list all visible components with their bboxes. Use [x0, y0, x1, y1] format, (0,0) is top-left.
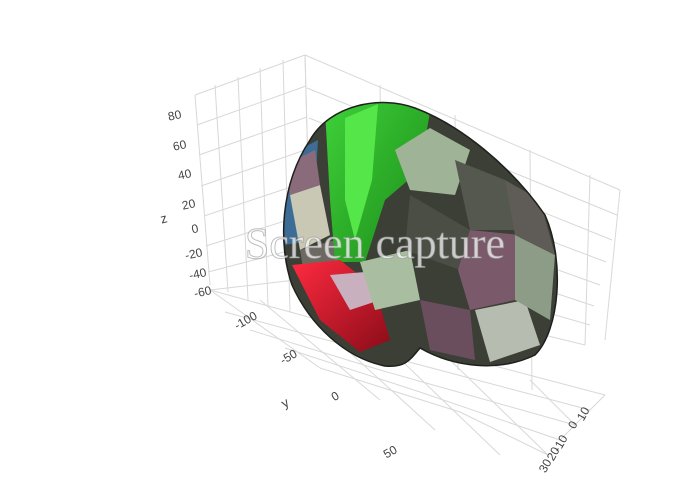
surface-dark-region-1 [455, 160, 515, 230]
y-tick-label: 0 [329, 388, 342, 404]
surface-mauve-region-2 [458, 230, 520, 310]
z-tick-label: 40 [177, 166, 193, 183]
z-tick-label: 80 [167, 107, 183, 124]
x-tick-label: 20 [544, 444, 563, 463]
surface-pale-region [290, 185, 330, 250]
surface-sage-region-1 [395, 128, 470, 195]
z-tick-label: 20 [181, 196, 197, 213]
z-tick-label: -40 [188, 265, 208, 282]
y-tick-label: -50 [277, 346, 299, 367]
surface-green-highlight [345, 104, 378, 240]
y-tick-label: -100 [232, 308, 260, 332]
z-tick-label: 60 [172, 137, 188, 154]
surface-mauve-region-3 [420, 300, 475, 360]
surface-sage-region-3 [515, 235, 555, 320]
cortical-surface[interactable] [270, 90, 580, 380]
z-tick-label: -20 [184, 245, 204, 262]
y-tick-label: 50 [381, 442, 400, 461]
surface-sage-region-2 [360, 250, 420, 310]
z-tick-label: 0 [190, 221, 200, 236]
surface-gray-region-2 [505, 180, 555, 255]
z-tick-label: -60 [193, 283, 213, 300]
x-tick-label: 0 [565, 418, 581, 431]
x-tick-label: 10 [574, 404, 593, 423]
surface-outline [282, 101, 559, 368]
watermark: Screen capture [245, 219, 505, 268]
y-axis-title: y [278, 394, 292, 410]
surface-light-region [475, 300, 540, 362]
surface-dark-region-2 [405, 195, 470, 270]
z-axis-title: z [159, 210, 169, 226]
x-tick-label: 30 [536, 456, 555, 475]
